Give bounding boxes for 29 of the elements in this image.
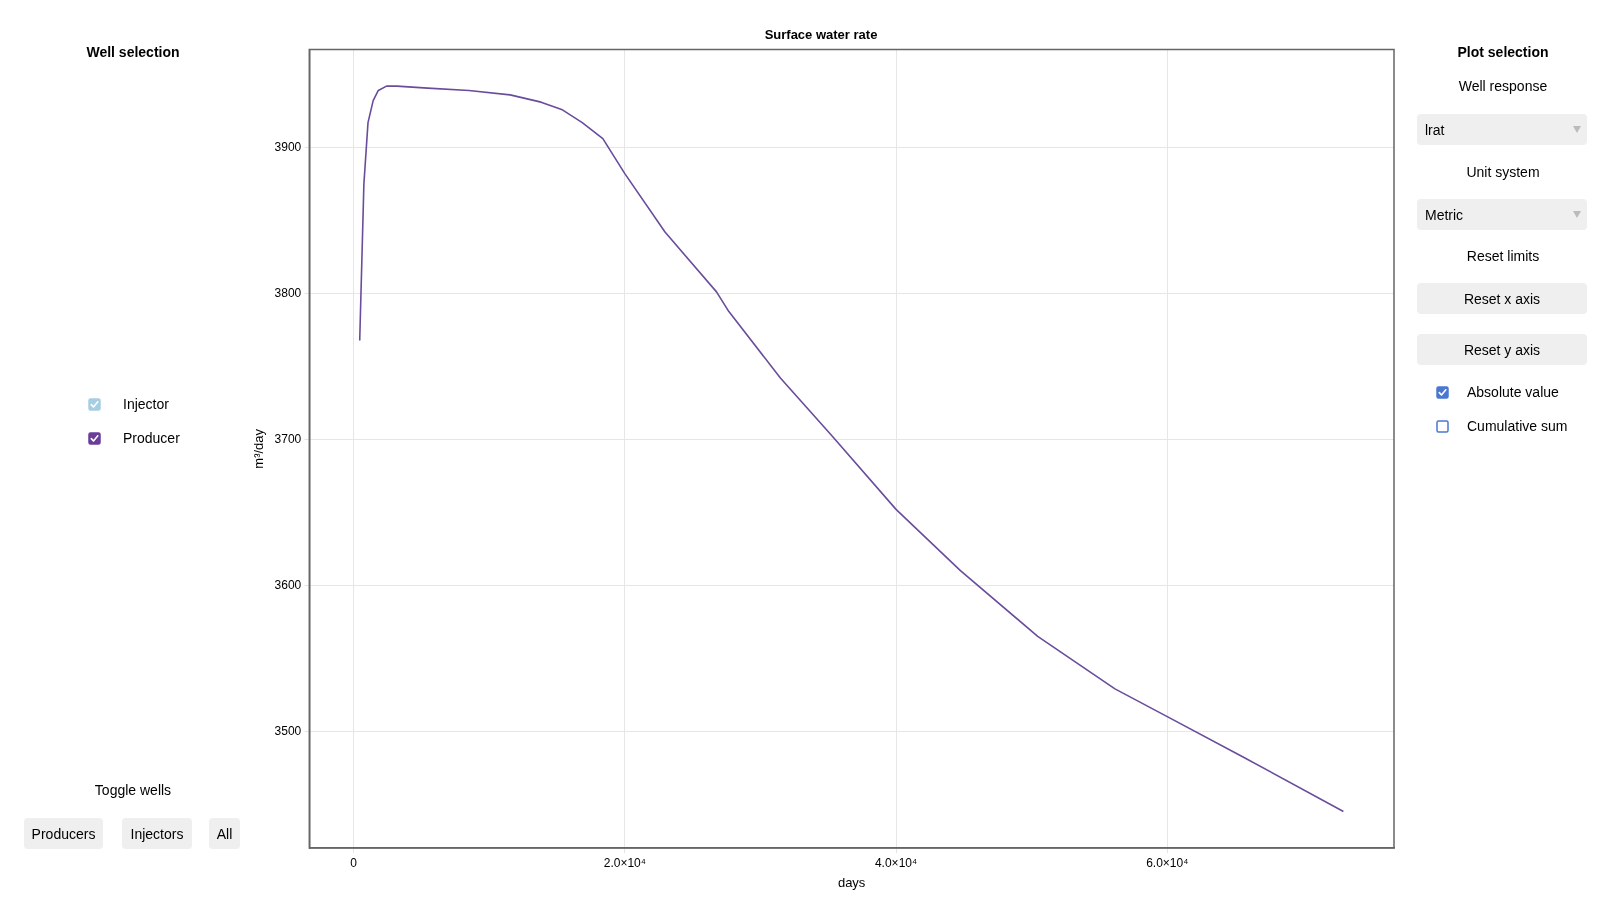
text: Injectors xyxy=(122,818,192,849)
x-tick-label: 6.0×10⁴ xyxy=(1146,855,1189,870)
x-axis-title: days xyxy=(837,874,866,890)
text: Plot selection xyxy=(1456,44,1550,60)
text: Well response xyxy=(1457,78,1549,94)
text: Absolute value xyxy=(1467,384,1559,400)
chart-title: Surface water rate xyxy=(764,27,878,43)
x-tick-label: 2.0×10⁴ xyxy=(603,855,646,870)
text: Cumulative sum xyxy=(1467,418,1568,434)
x-tick-label: 0 xyxy=(350,855,358,870)
text: Producers xyxy=(24,818,103,849)
y-tick-label: 3600 xyxy=(274,577,302,592)
text: Reset x axis xyxy=(1417,283,1587,314)
text: Metric xyxy=(1425,206,1464,223)
x-tick-label: 4.0×10⁴ xyxy=(874,855,918,870)
text: lrat xyxy=(1425,121,1445,138)
text: Toggle wells xyxy=(93,782,173,798)
y-tick-label: 3700 xyxy=(274,431,302,446)
y-tick-label: 3500 xyxy=(274,723,302,738)
text: Well selection xyxy=(85,44,181,60)
y-tick-label: 3800 xyxy=(274,285,302,300)
text: Injector xyxy=(123,396,169,412)
y-axis-title: m³/day xyxy=(251,428,267,469)
text: Reset y axis xyxy=(1417,334,1587,365)
text: Reset limits xyxy=(1465,248,1541,264)
text: All xyxy=(209,818,240,849)
text: Producer xyxy=(123,430,180,446)
text: Unit system xyxy=(1465,164,1541,180)
y-tick-label: 3900 xyxy=(274,139,302,154)
